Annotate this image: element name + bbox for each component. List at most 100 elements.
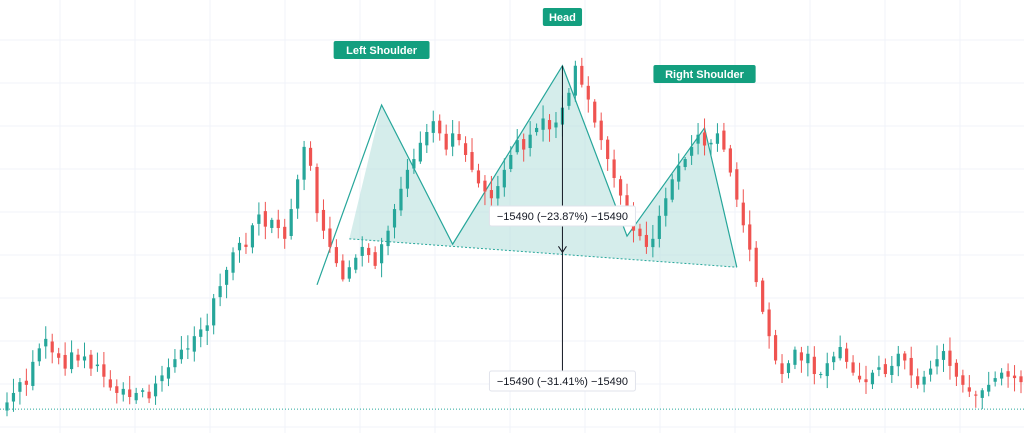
candle-body [405,169,410,189]
pattern-fill [349,65,737,268]
candle-body [954,362,959,377]
candle-body [296,179,300,209]
candle-body [373,252,377,266]
candle-body [483,180,487,192]
candle-body [128,389,132,398]
candle-body [115,386,119,393]
candle-body [580,65,584,85]
candle-body [728,148,732,173]
candle-body [224,269,229,285]
candle-body [948,350,952,366]
candle-body [244,244,248,247]
candle-body [767,309,771,337]
candle-body [909,357,913,376]
tag-right-shoulder: Right Shoulder [653,65,756,83]
candle-body [883,364,887,375]
candle-body [773,335,778,361]
candle-body [735,169,739,200]
candle-body [250,225,255,248]
candle-body [160,375,164,382]
pattern-tag-text: Left Shoulder [346,45,418,57]
candle-body [928,368,933,375]
candle-body [903,353,907,361]
candle-body [218,286,222,298]
candle-body [825,363,829,377]
candle-body [974,394,978,396]
candle-body [702,132,707,146]
candle-body [270,219,274,228]
tag-left-shoulder: Left Shoulder [333,41,430,59]
candle-body [754,247,758,283]
candle-body [379,244,384,264]
candle-body [1000,372,1004,379]
candle-body [147,391,151,399]
candle-body [644,234,649,247]
candle-body [354,257,358,270]
candle-body [489,190,493,199]
candle-body [231,252,235,273]
candle-body [819,374,823,376]
candle-body [722,130,726,150]
candle-body [5,402,9,411]
candle-body [670,179,674,200]
candle-body [463,143,468,155]
candle-body [625,195,629,214]
candle-body [470,152,474,170]
candle-body [166,367,171,379]
candle-body [451,133,455,147]
measure-label-neckline: −15490 (−23.87%) −15490 [488,205,636,227]
measure-label-box [488,370,636,392]
candle-body [476,170,481,184]
candle-body [535,127,539,133]
candle-body [102,364,106,377]
candle-body [360,246,364,256]
candle-body [89,354,93,369]
candle-body [82,356,87,361]
candle-body [522,139,526,150]
candle-body [922,376,926,385]
candle-body [276,219,280,228]
candle-body [806,353,810,364]
candle-body [567,92,571,106]
candle-body [121,388,125,395]
candle-body [896,353,900,367]
candle-body [606,139,610,160]
candle-body [715,133,720,144]
candle-body [677,165,681,182]
candle-body [263,211,267,227]
candle-body [347,267,351,279]
candle-body [153,383,158,397]
candle-body [812,356,816,375]
candle-body [541,118,545,130]
candle-body [851,362,855,373]
candle-body [367,247,371,256]
candle-body [638,228,642,237]
candle-body [1012,375,1017,379]
candle-body [664,198,668,216]
candle-body [967,387,971,392]
measure-label-text: −15490 (−23.87%) −15490 [497,211,628,223]
candle-body [599,120,603,141]
candle-body [573,65,577,96]
candle-body [308,147,313,166]
candle-body [709,142,713,145]
candle-body [192,336,196,352]
candle-body [399,188,403,211]
candle-body [18,382,22,392]
candle-body [870,372,875,385]
pattern-tag-box [653,65,756,83]
pattern-tag-text: Head [549,12,576,24]
candle-body [838,346,842,359]
measure-arrow-mid-head [558,246,567,254]
candle-body [1006,371,1010,377]
candle-body [657,215,661,239]
candle-body [528,134,532,149]
candle-body [877,367,881,370]
candle-body [24,380,28,385]
candle-body [502,169,506,188]
candle-body [302,146,306,180]
candle-body [761,280,765,312]
candle-body [515,140,519,153]
candle-body [69,352,74,370]
